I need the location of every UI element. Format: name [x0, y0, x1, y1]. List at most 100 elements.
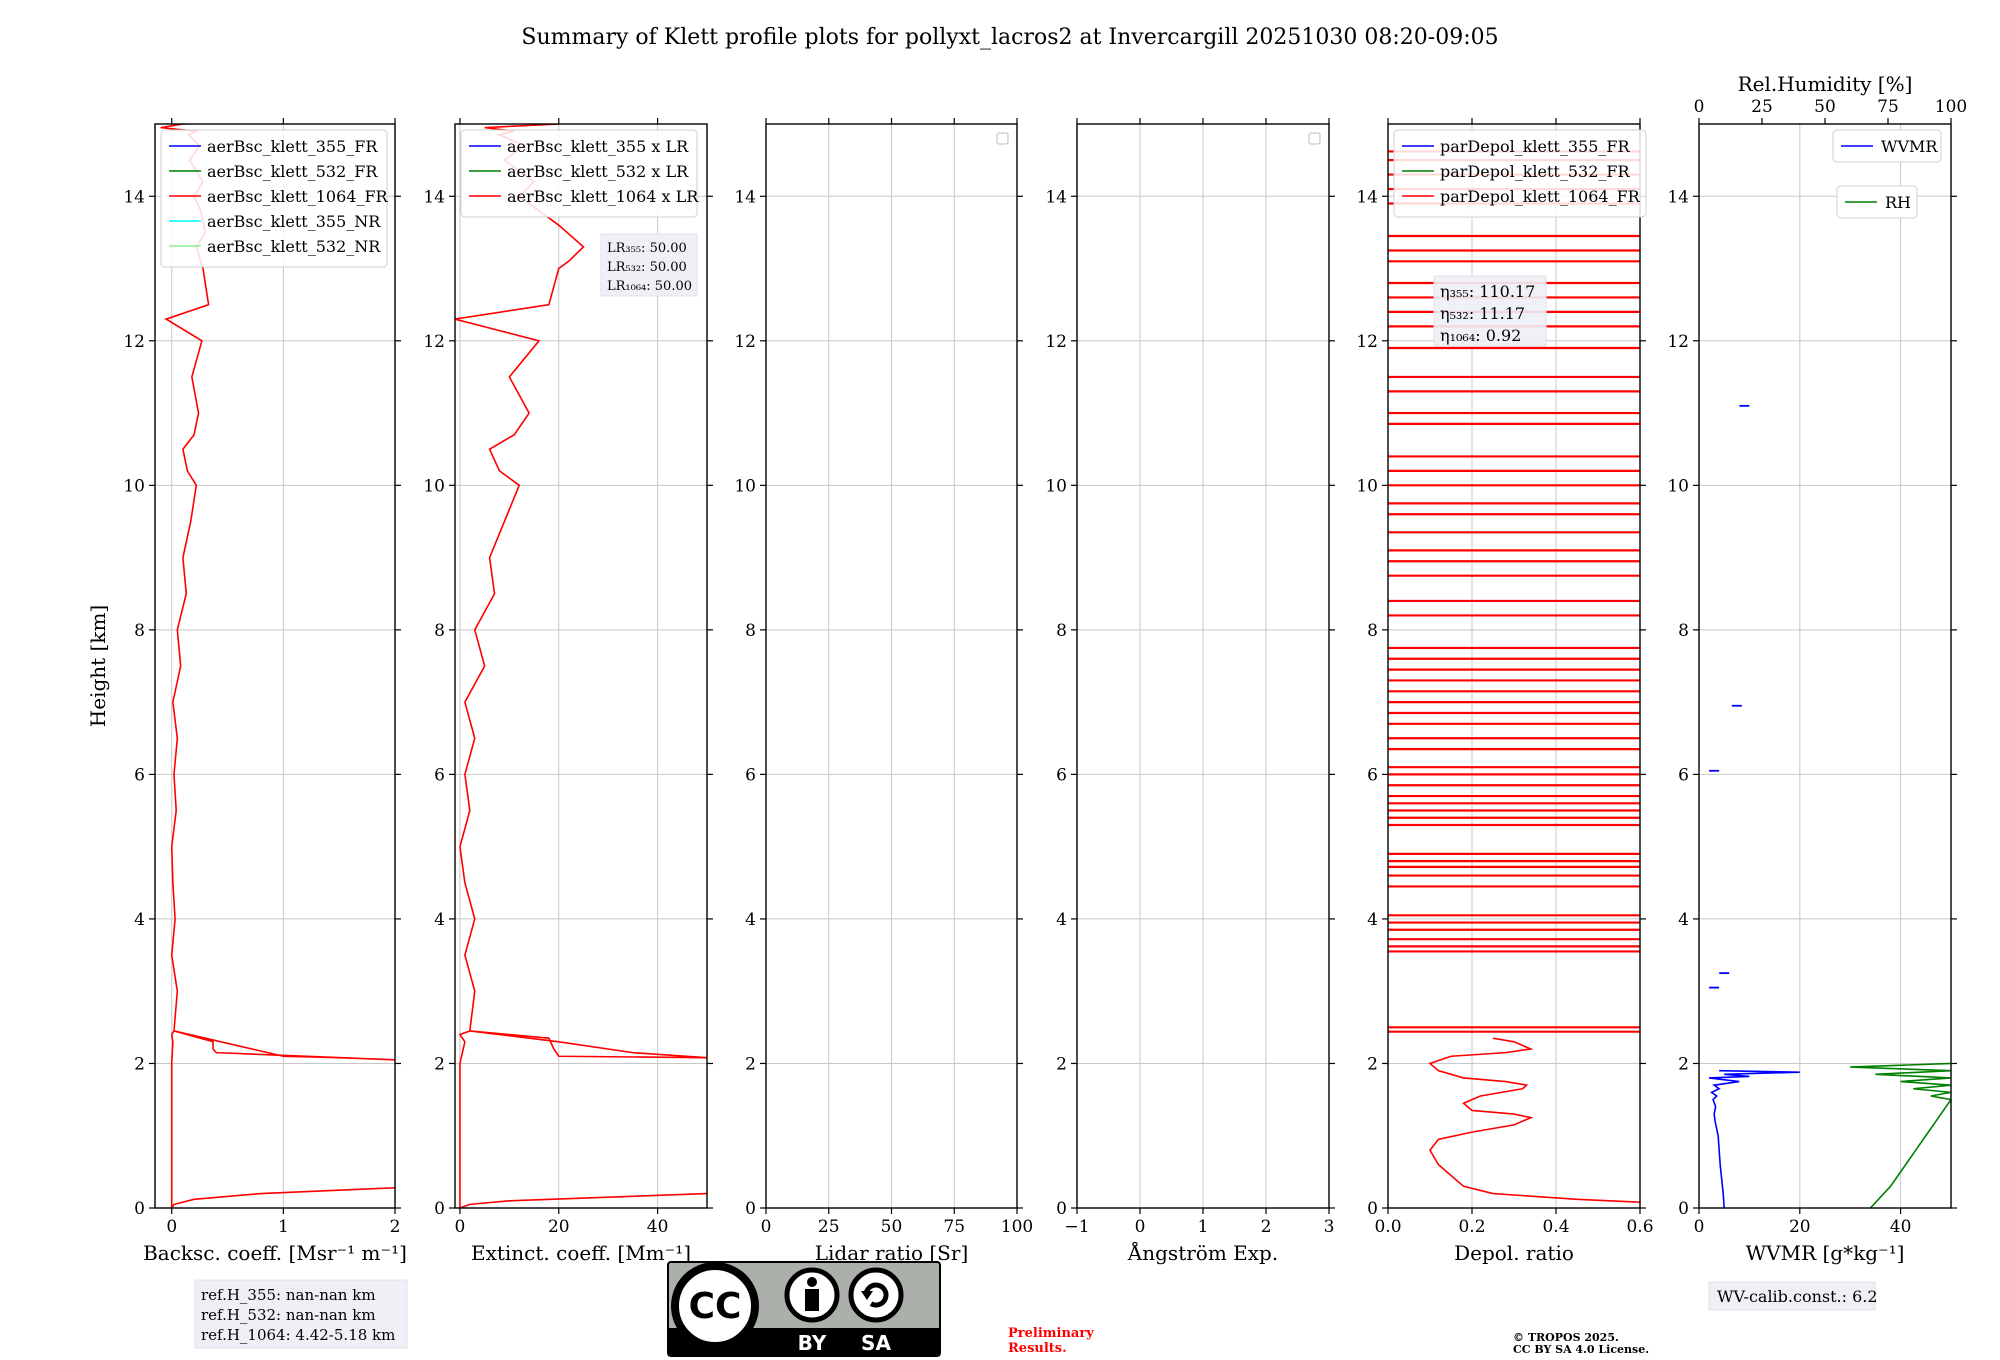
y-tick-label: 4 [1678, 910, 1689, 930]
x-tick-label: 100 [1001, 1217, 1033, 1237]
x-tick-label: 50 [881, 1217, 903, 1237]
y-tick-label: 10 [423, 476, 445, 496]
legend-entry: aerBsc_klett_532_NR [207, 237, 381, 256]
cc-circle-icon [671, 1262, 759, 1350]
axes-frame [154, 123, 396, 1209]
y-tick-label: 12 [734, 332, 756, 352]
top-x-tick-label: 75 [1877, 97, 1899, 117]
y-axis-label: Height [km] [86, 605, 110, 727]
x-tick-label: 20 [1789, 1217, 1811, 1237]
y-tick-label: 4 [434, 910, 445, 930]
lidar-ratio-text: LR₅₃₂: 50.00 [607, 260, 687, 275]
legend-entry: parDepol_klett_532_FR [1440, 162, 1631, 181]
x-axis-label: Backsc. coeff. [Msr⁻¹ m⁻¹] [143, 1241, 407, 1265]
x-tick-label: 0 [761, 1217, 772, 1237]
ref-height-box: ref.H_355: nan-nan km ref.H_532: nan-nan… [194, 1279, 408, 1349]
y-tick-label: 8 [1367, 621, 1378, 641]
legend-entry: aerBsc_klett_1064 x LR [507, 187, 699, 206]
series-line [1708, 1069, 1800, 1208]
series-group [1388, 150, 1640, 1204]
y-tick-label: 12 [1045, 332, 1067, 352]
x-tick-label: 0 [1135, 1217, 1146, 1237]
ref-height-line: ref.H_355: nan-nan km [201, 1286, 376, 1304]
y-tick-label: 4 [134, 910, 145, 930]
empty-legend [1308, 132, 1321, 145]
axes-frame [1076, 123, 1330, 1209]
y-tick-label: 14 [123, 187, 145, 207]
x-tick-label: 25 [818, 1217, 840, 1237]
x-tick-label: 0.0 [1374, 1217, 1401, 1237]
x-axis-label: Depol. ratio [1454, 1241, 1574, 1265]
x-tick-label: 0 [1694, 1217, 1705, 1237]
y-tick-label: 12 [1356, 332, 1378, 352]
y-tick-label: 8 [134, 621, 145, 641]
y-tick-label: 14 [1045, 187, 1067, 207]
y-tick-label: 10 [1356, 476, 1378, 496]
x-tick-label: 40 [1890, 1217, 1912, 1237]
legend-entry: aerBsc_klett_355 x LR [507, 137, 689, 156]
cc-by-sa-logo: CC BY SA [667, 1261, 941, 1357]
y-tick-label: 10 [734, 476, 756, 496]
y-tick-label: 4 [1367, 910, 1378, 930]
x-tick-label: 75 [943, 1217, 965, 1237]
lidar-ratio-box: LR₃₅₅: 50.00 LR₅₃₂: 50.00 LR₁₀₆₄: 50.00 [600, 233, 698, 297]
copyright-text: © TROPOS 2025. [1513, 1331, 1619, 1344]
ref-height-line: ref.H_1064: 4.42-5.18 km [201, 1326, 395, 1344]
y-tick-label: 2 [1056, 1054, 1067, 1074]
legend: WVMR RH [1832, 129, 1942, 219]
top-x-tick-label: 0 [1694, 97, 1705, 117]
y-tick-label: 8 [1678, 621, 1689, 641]
x-tick-label: 0 [166, 1217, 177, 1237]
legend-entry: aerBsc_klett_1064_FR [207, 187, 389, 206]
y-tick-label: 8 [745, 621, 756, 641]
y-tick-label: 0 [1056, 1199, 1067, 1219]
y-tick-label: 12 [423, 332, 445, 352]
preliminary-text: Results. [1008, 1341, 1067, 1356]
legend-entry: parDepol_klett_355_FR [1440, 137, 1631, 156]
y-tick-label: 6 [1056, 765, 1067, 785]
x-tick-label: 40 [647, 1217, 669, 1237]
y-tick-label: 0 [434, 1199, 445, 1219]
y-tick-label: 14 [1667, 187, 1689, 207]
panel-dep: 0 2 4 6 8 10 12 14 0.0 0.2 0.4 0.6 Depol. ratio parDe… [1356, 118, 1654, 1265]
y-tick-label: 2 [1678, 1054, 1689, 1074]
top-x-axis-label: Rel.Humidity [%] [1738, 72, 1913, 96]
wv-calib-text: WV-calib.const.: 6.2 [1717, 1287, 1878, 1306]
y-tick-label: 10 [1045, 476, 1067, 496]
x-tick-label: 1 [278, 1217, 289, 1237]
y-tick-label: 14 [734, 187, 756, 207]
top-x-tick-label: 25 [1751, 97, 1773, 117]
y-tick-label: 6 [1367, 765, 1378, 785]
legend: aerBsc_klett_355_FR aerBsc_klett_532_FRae… [160, 129, 389, 268]
x-tick-label: 0.4 [1542, 1217, 1569, 1237]
info-box [600, 233, 698, 297]
y-tick-label: 10 [123, 476, 145, 496]
y-tick-label: 2 [434, 1054, 445, 1074]
legend: parDepol_klett_355_FR parDepol_klett_532_… [1393, 129, 1647, 218]
share-alike-icon [848, 1267, 904, 1323]
series-line [1850, 1062, 1951, 1208]
legend-entry: aerBsc_klett_532_FR [207, 162, 378, 181]
y-tick-label: 8 [1056, 621, 1067, 641]
axes-frame [1698, 123, 1952, 1209]
ref-height-line: ref.H_532: nan-nan km [201, 1306, 376, 1324]
y-tick-label: 0 [1367, 1199, 1378, 1219]
x-tick-label: 2 [1261, 1217, 1272, 1237]
y-tick-label: 8 [434, 621, 445, 641]
axes-frame [1387, 123, 1641, 1209]
y-tick-label: 10 [1667, 476, 1689, 496]
copyright-text: CC BY SA 4.0 License. [1513, 1343, 1649, 1356]
x-tick-label: 0.6 [1626, 1217, 1653, 1237]
lidar-ratio-text: LR₃₅₅: 50.00 [607, 241, 687, 256]
y-tick-label: 0 [745, 1199, 756, 1219]
x-axis-label: WVMR [g*kg⁻¹] [1746, 1241, 1905, 1265]
x-tick-label: 1 [1198, 1217, 1209, 1237]
y-tick-label: 4 [745, 910, 756, 930]
y-tick-label: 14 [423, 187, 445, 207]
y-tick-label: 6 [1678, 765, 1689, 785]
legend-entry: aerBsc_klett_355_NR [207, 212, 381, 231]
legend-entry: aerBsc_klett_355_FR [207, 137, 378, 156]
